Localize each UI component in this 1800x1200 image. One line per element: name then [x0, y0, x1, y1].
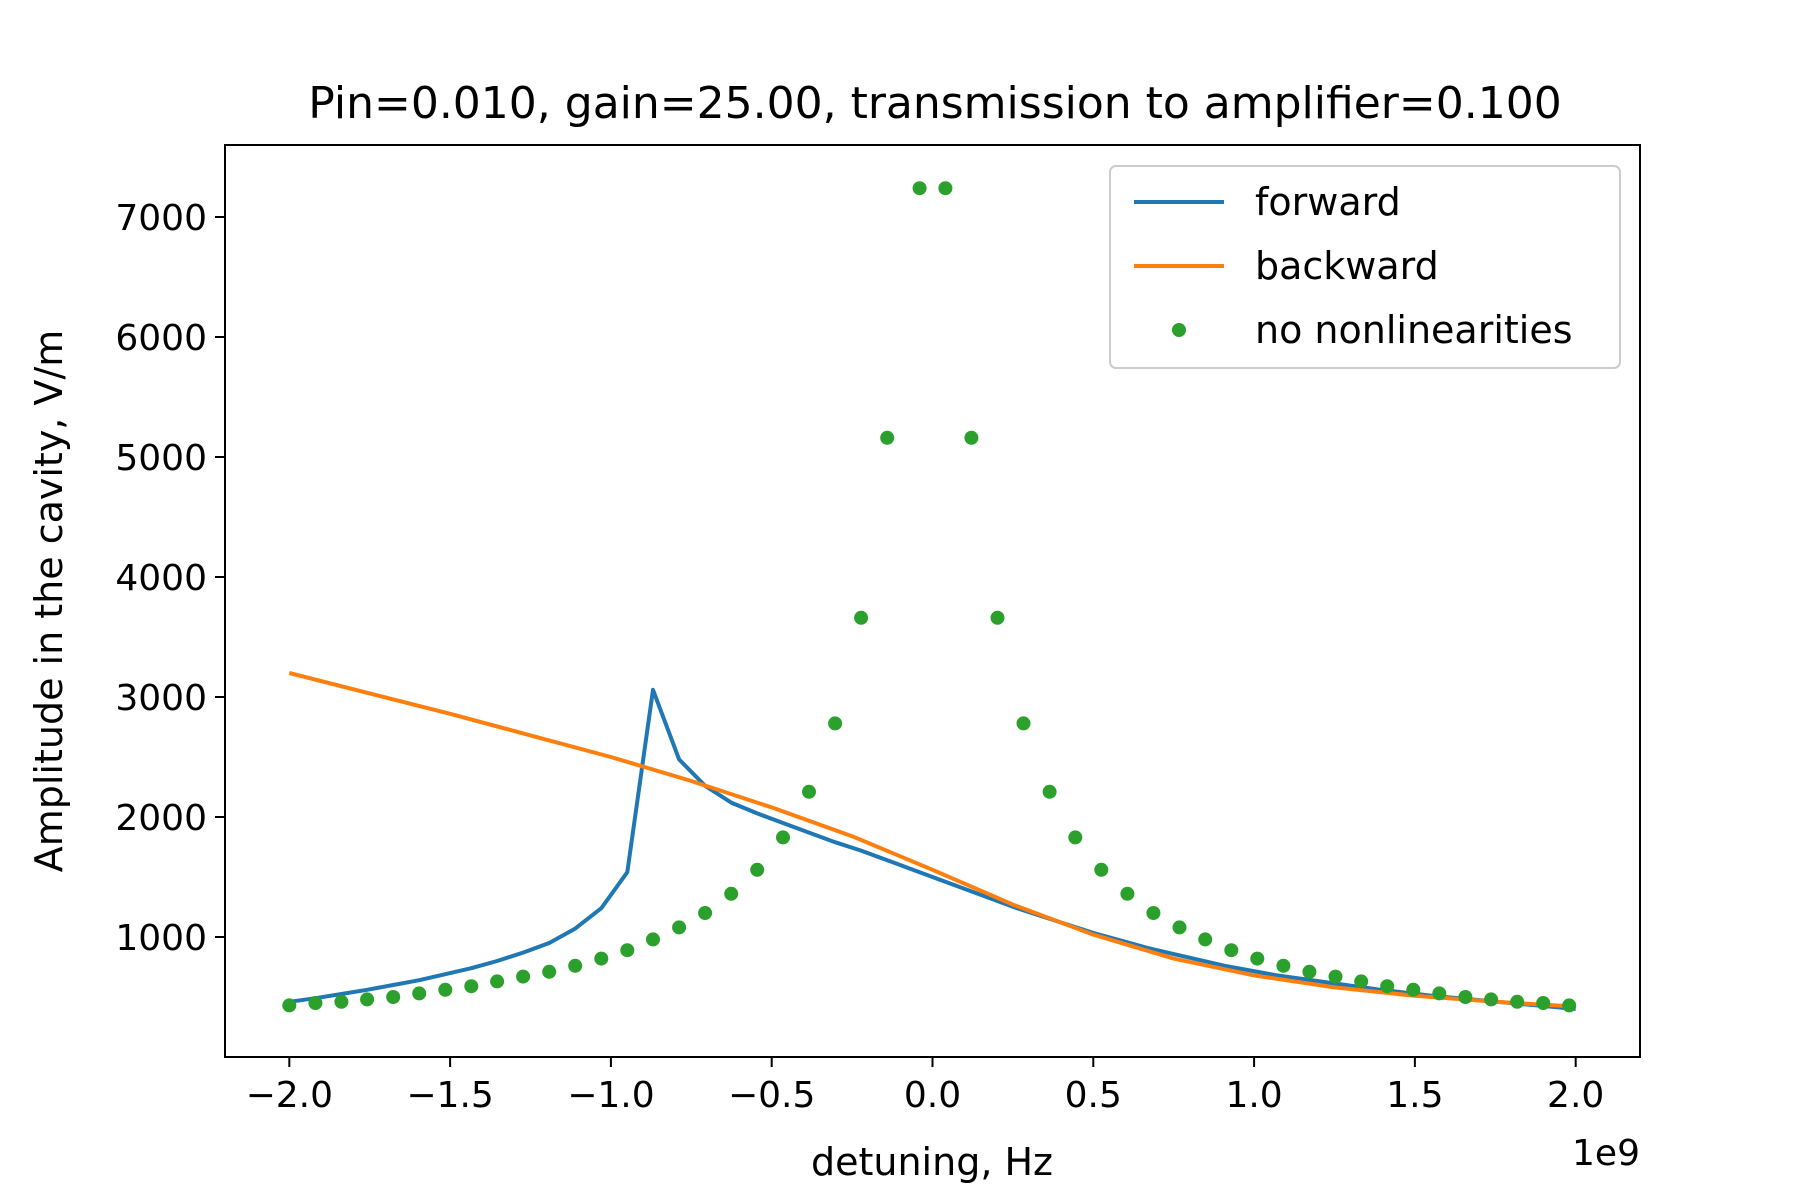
x-tick-label: −2.0: [246, 1075, 333, 1116]
y-tick-label: 2000: [115, 798, 207, 839]
legend-label-forward: forward: [1255, 180, 1401, 224]
data-point-no-nonlinearities: [1484, 992, 1499, 1007]
data-point-no-nonlinearities: [542, 964, 557, 979]
data-point-no-nonlinearities: [750, 862, 765, 877]
data-point-no-nonlinearities: [1380, 979, 1395, 994]
data-point-no-nonlinearities: [1068, 830, 1083, 845]
data-point-no-nonlinearities: [964, 430, 979, 445]
x-tick-label: −1.5: [406, 1075, 493, 1116]
x-axis-label: detuning, Hz: [811, 1140, 1053, 1184]
data-point-no-nonlinearities: [672, 920, 687, 935]
data-point-no-nonlinearities: [594, 951, 609, 966]
data-point-no-nonlinearities: [1328, 969, 1343, 984]
data-point-no-nonlinearities: [620, 943, 635, 958]
x-tick-label: 0.0: [904, 1075, 961, 1116]
data-point-no-nonlinearities: [282, 998, 297, 1013]
y-tick-label: 7000: [115, 198, 207, 239]
data-point-no-nonlinearities: [1120, 886, 1135, 901]
data-point-no-nonlinearities: [802, 784, 816, 799]
data-point-no-nonlinearities: [938, 181, 953, 196]
data-point-no-nonlinearities: [438, 982, 453, 997]
x-tick-label: 0.5: [1065, 1075, 1122, 1116]
legend-box: [1109, 165, 1621, 369]
y-tick-label: 4000: [115, 558, 207, 599]
data-point-no-nonlinearities: [334, 994, 349, 1009]
legend-label-no-nonlinearities: no nonlinearities: [1255, 308, 1573, 352]
series-layer: [282, 181, 1577, 1013]
x-tick-label: 2.0: [1547, 1075, 1604, 1116]
data-point-no-nonlinearities: [1354, 974, 1369, 989]
data-point-no-nonlinearities: [1432, 986, 1447, 1001]
y-axis-ticks: 1000 2000 3000 4000 5000 6000 7000: [115, 198, 225, 959]
legend: forward backward no nonlinearities: [1109, 165, 1621, 369]
data-point-no-nonlinearities: [1302, 964, 1317, 979]
data-point-no-nonlinearities: [854, 610, 869, 625]
data-point-no-nonlinearities: [1458, 990, 1473, 1004]
data-point-no-nonlinearities: [1406, 982, 1421, 997]
chart-title: Pin=0.010, gain=25.00, transmission to a…: [308, 78, 1561, 129]
data-point-no-nonlinearities: [724, 886, 739, 901]
data-point-no-nonlinearities: [1250, 951, 1265, 966]
data-point-no-nonlinearities: [990, 610, 1005, 625]
data-point-no-nonlinearities: [646, 932, 660, 947]
data-point-no-nonlinearities: [490, 974, 505, 989]
series-line-backward: [288, 671, 1576, 1009]
data-point-no-nonlinearities: [360, 992, 375, 1007]
data-point-no-nonlinearities: [386, 990, 401, 1004]
data-point-no-nonlinearities: [464, 979, 479, 994]
data-point-no-nonlinearities: [1146, 906, 1161, 920]
data-point-no-nonlinearities: [1016, 716, 1031, 731]
data-point-no-nonlinearities: [1042, 784, 1057, 799]
y-tick-label: 1000: [115, 918, 207, 959]
data-point-no-nonlinearities: [1224, 943, 1239, 958]
data-point-no-nonlinearities: [828, 716, 843, 731]
data-point-no-nonlinearities: [880, 430, 895, 445]
data-point-no-nonlinearities: [516, 969, 531, 984]
data-point-no-nonlinearities: [912, 181, 927, 196]
legend-label-backward: backward: [1255, 244, 1439, 288]
data-point-no-nonlinearities: [412, 986, 427, 1001]
data-point-no-nonlinearities: [1094, 862, 1109, 877]
data-point-no-nonlinearities: [1510, 994, 1525, 1009]
y-tick-label: 6000: [115, 318, 207, 359]
data-point-no-nonlinearities: [1198, 932, 1213, 947]
data-point-no-nonlinearities: [1276, 958, 1291, 973]
data-point-no-nonlinearities: [1562, 998, 1577, 1013]
data-point-no-nonlinearities: [568, 958, 583, 973]
data-point-no-nonlinearities: [776, 830, 790, 845]
x-axis-ticks: −2.0 −1.5 −1.0 −0.5 0.0 0.5 1.0 1.5 2.0: [246, 1057, 1604, 1116]
plot-area: [224, 144, 1641, 1058]
data-point-no-nonlinearities: [1536, 996, 1551, 1010]
x-axis-offset-label: 1e9: [1572, 1133, 1640, 1174]
y-axis-label: Amplitude in the cavity, V/m: [27, 330, 71, 873]
x-tick-label: −0.5: [728, 1075, 815, 1116]
data-point-no-nonlinearities: [698, 906, 713, 920]
series-line-forward: [289, 687, 1576, 1011]
legend-items: forward backward no nonlinearities: [1134, 180, 1573, 352]
legend-swatch-no-nonlinearities: [1172, 323, 1186, 337]
y-tick-label: 5000: [115, 438, 207, 479]
data-point-no-nonlinearities: [1172, 920, 1187, 935]
data-point-no-nonlinearities: [308, 996, 323, 1010]
x-tick-label: 1.5: [1386, 1075, 1443, 1116]
x-tick-label: −1.0: [567, 1075, 654, 1116]
y-tick-label: 3000: [115, 678, 207, 719]
x-tick-label: 1.0: [1225, 1075, 1282, 1116]
